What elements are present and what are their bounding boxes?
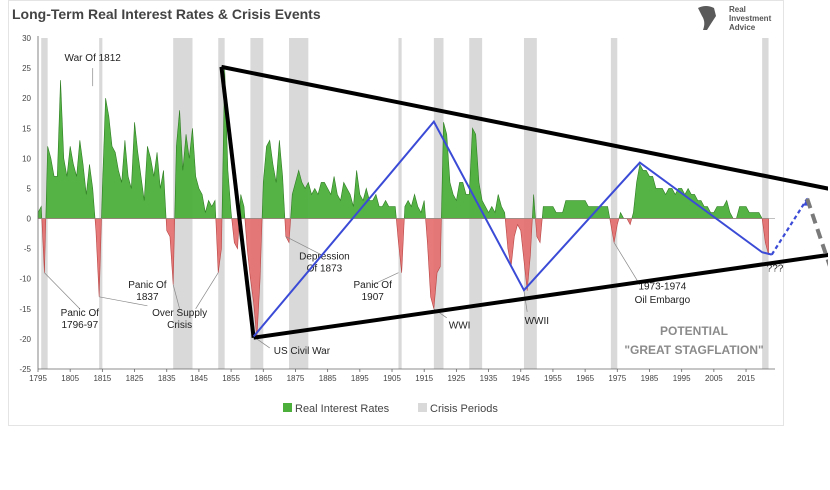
y-tick-label-8: -10: [19, 275, 31, 284]
x-tick-label-14: 1935: [480, 374, 498, 383]
chart-frame: [8, 0, 784, 426]
annotation-leader-6: [372, 272, 399, 286]
x-tick-label-18: 1975: [608, 374, 626, 383]
x-tick-label-6: 1855: [222, 374, 240, 383]
x-tick-label-11: 1905: [383, 374, 401, 383]
y-tick-label-6: 0: [27, 215, 32, 224]
legend-swatch-real-rates: [283, 403, 292, 412]
logo: Real Investment Advice: [698, 5, 772, 32]
crisis-period-band-10: [610, 38, 618, 369]
x-tick-label-2: 1815: [93, 374, 111, 383]
logo-line-1: Real: [729, 5, 746, 14]
x-tick-label-13: 1925: [447, 374, 465, 383]
x-tick-label-9: 1885: [319, 374, 337, 383]
left-trendline-edge: [219, 66, 256, 338]
y-tick-label-7: -5: [24, 245, 32, 254]
zigzag-pattern-line: [252, 119, 773, 338]
annotation-label-1: Panic Of: [61, 308, 100, 319]
x-tick-label-22: 2015: [737, 374, 755, 383]
crisis-period-band-1: [99, 38, 103, 369]
annotation-label-0: War Of 1812: [65, 53, 122, 64]
annotation-label-8: Of 1873: [307, 264, 343, 275]
y-tick-label-10: -20: [19, 335, 31, 344]
crisis-period-band-3: [218, 38, 225, 369]
logo-line-2: Investment: [729, 14, 772, 23]
y-tick-label-4: 10: [22, 154, 31, 163]
x-tick-label-15: 1945: [512, 374, 530, 383]
legend-label-real-rates: Real Interest Rates: [295, 403, 390, 415]
annotation-label-9: Panic Of: [354, 280, 393, 291]
annotation-leader-4: [195, 272, 219, 310]
y-tick-label-11: -25: [19, 365, 31, 374]
annotation-label-7: Depression: [299, 251, 350, 262]
x-tick-label-10: 1895: [351, 374, 369, 383]
annotation-label-6: Crisis: [167, 320, 192, 331]
lower-trendline: [253, 252, 828, 340]
x-tick-label-5: 1845: [190, 374, 208, 383]
annotation-leader-0: [44, 272, 81, 310]
annotation-leader-9: [523, 290, 528, 312]
annotation-label-10: 1907: [362, 292, 385, 303]
annotation-label-12: WWI: [449, 321, 471, 332]
annotation-label-2: 1796-97: [61, 320, 98, 331]
y-tick-label-5: 5: [27, 184, 32, 193]
annotation-leader-7: [256, 338, 270, 349]
annotation-label-14: 1973-1974: [638, 282, 686, 293]
y-tick-label-2: 20: [22, 94, 31, 103]
chart-title: Long-Term Real Interest Rates & Crisis E…: [12, 6, 321, 22]
x-tick-label-17: 1965: [576, 374, 594, 383]
y-tick-label-1: 25: [22, 64, 31, 73]
legend-swatch-crisis-periods: [418, 403, 427, 412]
x-tick-label-8: 1875: [287, 374, 305, 383]
annotation-leader-10: [613, 242, 641, 285]
crisis-period-band-11: [762, 38, 769, 369]
x-tick-label-4: 1835: [158, 374, 176, 383]
x-tick-label-1: 1805: [61, 374, 79, 383]
annotation-leader-3: [172, 284, 180, 309]
legend-label-crisis-periods: Crisis Periods: [430, 403, 498, 415]
x-tick-label-20: 1995: [673, 374, 691, 383]
x-tick-label-21: 2005: [705, 374, 723, 383]
y-tick-label-3: 15: [22, 124, 31, 133]
annotation-label-15: Oil Embargo: [635, 295, 691, 306]
annotation-label-5: Over Supply: [152, 308, 207, 319]
commentary-line-1: POTENTIAL: [660, 324, 728, 338]
upper-trendline: [221, 64, 828, 191]
y-tick-label-9: -15: [19, 305, 31, 314]
crisis-period-band-6: [398, 38, 402, 369]
annotation-label-11: US Civil War: [274, 346, 331, 357]
annotation-leader-5: [285, 236, 322, 255]
annotation-label-13: WWII: [525, 316, 549, 327]
crisis-period-band-7: [433, 38, 444, 369]
x-tick-label-12: 1915: [415, 374, 433, 383]
annotation-label-4: 1837: [136, 292, 159, 303]
x-tick-label-16: 1955: [544, 374, 562, 383]
x-tick-label-3: 1825: [126, 374, 144, 383]
x-tick-label-19: 1985: [641, 374, 659, 383]
projection-arrow-down: [805, 198, 828, 267]
y-tick-label-0: 30: [22, 34, 31, 43]
logo-line-3: Advice: [729, 23, 756, 32]
annotation-label-3: Panic Of: [128, 280, 167, 291]
annotation-label-16: ???: [767, 264, 784, 275]
commentary-line-2: "GREAT STAGFLATION": [624, 343, 763, 357]
eagle-icon: [698, 6, 716, 30]
x-tick-label-0: 1795: [29, 374, 47, 383]
crisis-period-band-0: [41, 38, 48, 369]
annotation-leader-2: [99, 296, 148, 307]
series-area-positive: [37, 68, 769, 219]
projection-arrow-up: [770, 198, 809, 256]
x-tick-label-7: 1865: [254, 374, 272, 383]
